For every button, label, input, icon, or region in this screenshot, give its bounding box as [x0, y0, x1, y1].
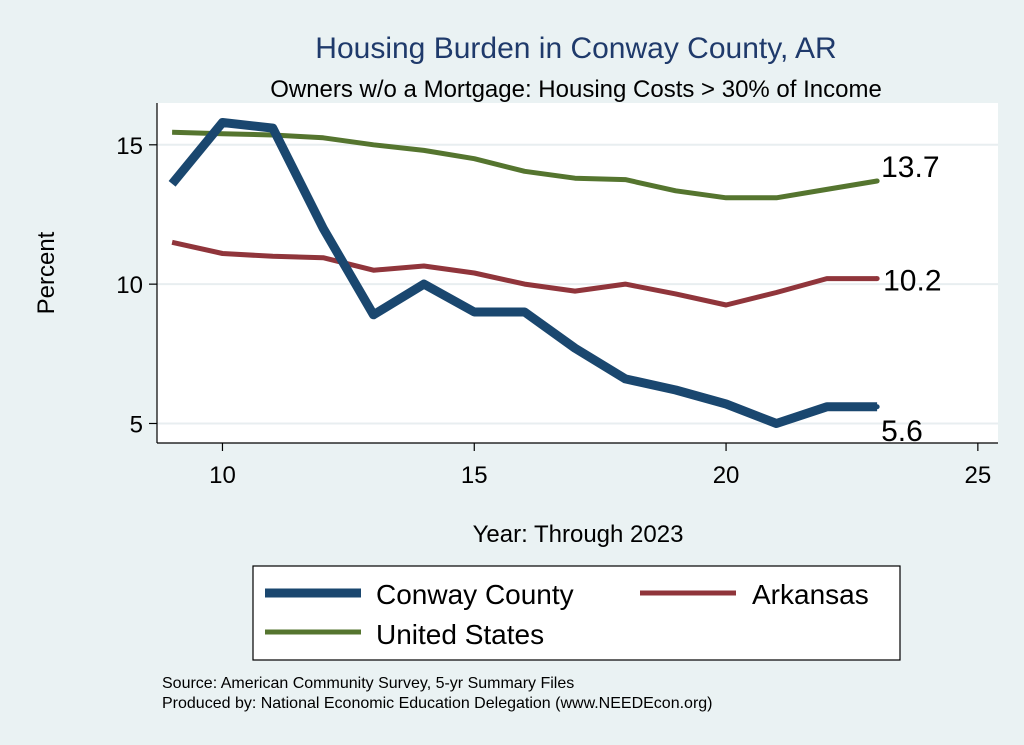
y-tick-label-10: 10: [116, 272, 143, 299]
end-labels: 5.6 10.2 13.7: [881, 151, 941, 448]
end-point-conway-county: [874, 404, 880, 410]
end-label-arkansas: 10.2: [883, 265, 941, 298]
source-line: Source: American Community Survey, 5-yr …: [162, 675, 574, 692]
series-lines: [168, 118, 880, 428]
x-tick-label-25: 25: [965, 462, 992, 489]
end-point-united-states: [874, 178, 880, 184]
legend: Conway County Arkansas United States: [265, 579, 869, 650]
x-tick-label-20: 20: [713, 462, 740, 489]
legend-box: [252, 565, 901, 661]
x-tick-label-10: 10: [209, 462, 236, 489]
chart-title: Housing Burden in Conway County, AR: [315, 32, 836, 65]
series-line-united-states: [172, 129, 878, 201]
grid-lines: [157, 143, 998, 425]
produced-by-line: Produced by: National Economic Education…: [162, 695, 713, 712]
plot-area: [157, 103, 998, 443]
chart-subtitle: Owners w/o a Mortgage: Housing Costs > 3…: [270, 76, 882, 103]
y-tick-label-15: 15: [116, 133, 143, 160]
y-tick-label-5: 5: [130, 411, 143, 438]
legend-label-conway-county: Conway County: [376, 579, 574, 610]
series-line-arkansas: [171, 239, 878, 308]
x-axis-title: Year: Through 2023: [473, 521, 684, 548]
end-label-united-states: 13.7: [881, 151, 939, 184]
x-tick-label-15: 15: [461, 462, 488, 489]
axes: 5 10 15 10 15 20 25: [116, 103, 998, 489]
legend-label-arkansas: Arkansas: [752, 579, 869, 610]
legend-label-united-states: United States: [376, 619, 544, 650]
end-label-conway-county: 5.6: [881, 415, 923, 448]
y-axis-title: Percent: [33, 231, 60, 314]
series-line-conway-county: [168, 118, 878, 428]
end-point-arkansas: [874, 276, 880, 282]
